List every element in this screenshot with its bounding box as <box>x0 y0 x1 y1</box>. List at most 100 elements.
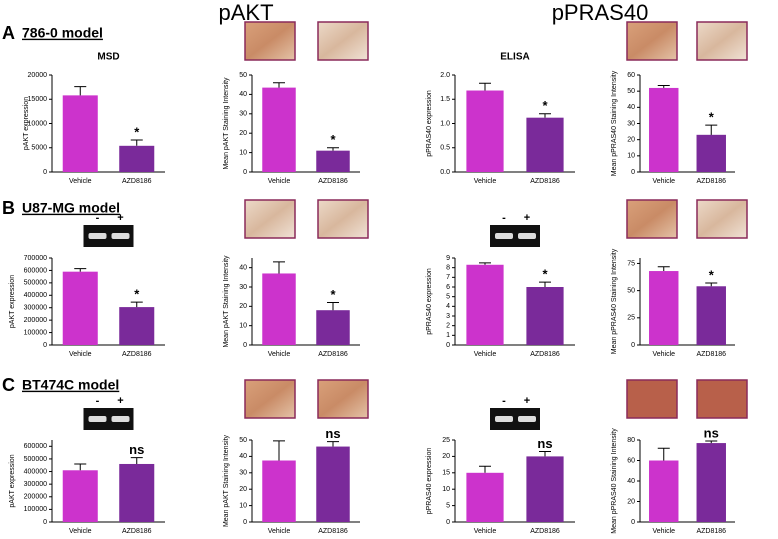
y-tick-label: 9 <box>446 255 450 262</box>
x-tick-label: Vehicle <box>268 528 291 535</box>
panel-model: 786-0 model <box>22 25 103 41</box>
gel <box>83 408 134 430</box>
x-tick-label: AZD8186 <box>122 178 152 185</box>
gel-band <box>111 416 130 422</box>
error-bar <box>327 301 339 311</box>
x-tick-label: Vehicle <box>69 351 92 358</box>
y-tick-label: 10 <box>442 486 450 493</box>
x-tick-label: Vehicle <box>652 351 675 358</box>
y-tick-label: 10000 <box>28 120 48 127</box>
y-axis-label: pPRAS40 expression <box>426 268 433 335</box>
y-tick-label: 60 <box>627 72 635 79</box>
y-tick-label: 15000 <box>28 96 48 103</box>
y-tick-label: 1.0 <box>440 120 450 127</box>
y-axis-label: pPRAS40 expression <box>426 90 433 157</box>
y-tick-label: 0.0 <box>440 169 450 176</box>
significance: ns <box>325 426 340 441</box>
y-tick-label: 2.0 <box>440 72 450 79</box>
bar <box>696 443 726 522</box>
error-bar <box>657 447 670 461</box>
y-tick-label: 6 <box>446 284 450 291</box>
y-tick-label: 25 <box>627 315 635 322</box>
y-axis-label: pPRAS40 expression <box>426 448 433 515</box>
y-tick-label: 1.5 <box>440 96 450 103</box>
bar <box>649 271 679 345</box>
y-tick-label: 40 <box>627 478 635 485</box>
column-title: pPRAS40 <box>552 0 649 25</box>
x-tick-label: Vehicle <box>474 528 497 535</box>
panel-letter: B <box>2 198 15 218</box>
bar <box>262 87 296 172</box>
y-tick-label: 0 <box>631 519 635 526</box>
y-tick-label: 10 <box>239 502 247 509</box>
y-tick-label: 0 <box>446 519 450 526</box>
gel <box>490 225 540 247</box>
panel-letter: A <box>2 23 15 43</box>
x-tick-label: Vehicle <box>69 178 92 185</box>
bar <box>316 150 350 172</box>
gel-band <box>518 416 536 422</box>
bar <box>262 273 296 345</box>
tissue-images <box>244 21 748 419</box>
error-bar <box>130 457 143 464</box>
significance: * <box>542 98 548 113</box>
y-tick-label: 0 <box>243 519 247 526</box>
significance: * <box>134 287 140 302</box>
y-axis-label: Mean pAKT Staining Intensity <box>223 434 230 527</box>
y-tick-label: 400000 <box>24 468 47 475</box>
y-tick-label: 60 <box>627 457 635 464</box>
gel-band <box>88 416 107 422</box>
gel <box>490 408 540 430</box>
y-axis-label: pAKT expression <box>9 275 16 328</box>
y-tick-label: 20000 <box>28 72 48 79</box>
x-tick-label: Vehicle <box>652 528 675 535</box>
y-tick-label: 30 <box>627 120 635 127</box>
y-tick-label: 40 <box>239 265 247 272</box>
bar <box>649 460 679 522</box>
y-tick-label: 10 <box>239 323 247 330</box>
bar <box>466 90 504 172</box>
y-tick-label: 3 <box>446 313 450 320</box>
bar <box>62 470 98 522</box>
gel-label: - <box>502 212 506 224</box>
significance: ns <box>129 442 144 457</box>
x-tick-label: AZD8186 <box>696 178 726 185</box>
bar <box>526 117 564 172</box>
y-axis-label: pAKT expression <box>9 454 16 507</box>
x-tick-label: AZD8186 <box>696 351 726 358</box>
y-tick-label: 100000 <box>24 329 47 336</box>
y-tick-label: 5 <box>446 502 450 509</box>
y-axis-label: Mean pPRAS40 Staining Intensity <box>611 248 618 354</box>
error-bar <box>539 113 551 118</box>
y-tick-label: 0 <box>43 342 47 349</box>
y-tick-label: 8 <box>446 265 450 272</box>
error-bar <box>273 440 285 461</box>
x-tick-label: Vehicle <box>474 351 497 358</box>
error-bar <box>705 124 718 135</box>
bar <box>526 287 564 345</box>
y-tick-label: 30 <box>239 284 247 291</box>
bar <box>526 456 564 522</box>
gel-band <box>495 416 513 422</box>
bar <box>696 286 726 345</box>
bar <box>62 95 98 172</box>
error-bar <box>539 281 551 287</box>
gel-band <box>111 233 130 239</box>
x-tick-label: Vehicle <box>69 528 92 535</box>
y-tick-label: 0 <box>43 519 47 526</box>
y-tick-label: 50 <box>627 287 635 294</box>
chart-title: ELISA <box>500 52 529 63</box>
error-bar <box>273 261 285 274</box>
error-bar <box>657 266 670 272</box>
bar <box>316 310 350 345</box>
gel-band <box>495 233 513 239</box>
gel-label: + <box>117 212 123 224</box>
error-bar <box>74 463 87 471</box>
y-tick-label: 400000 <box>24 292 47 299</box>
x-tick-label: Vehicle <box>268 178 291 185</box>
y-tick-label: 40 <box>239 453 247 460</box>
gel-band <box>88 233 107 239</box>
y-tick-label: 10 <box>239 149 247 156</box>
x-tick-label: AZD8186 <box>318 528 348 535</box>
x-tick-label: AZD8186 <box>318 178 348 185</box>
